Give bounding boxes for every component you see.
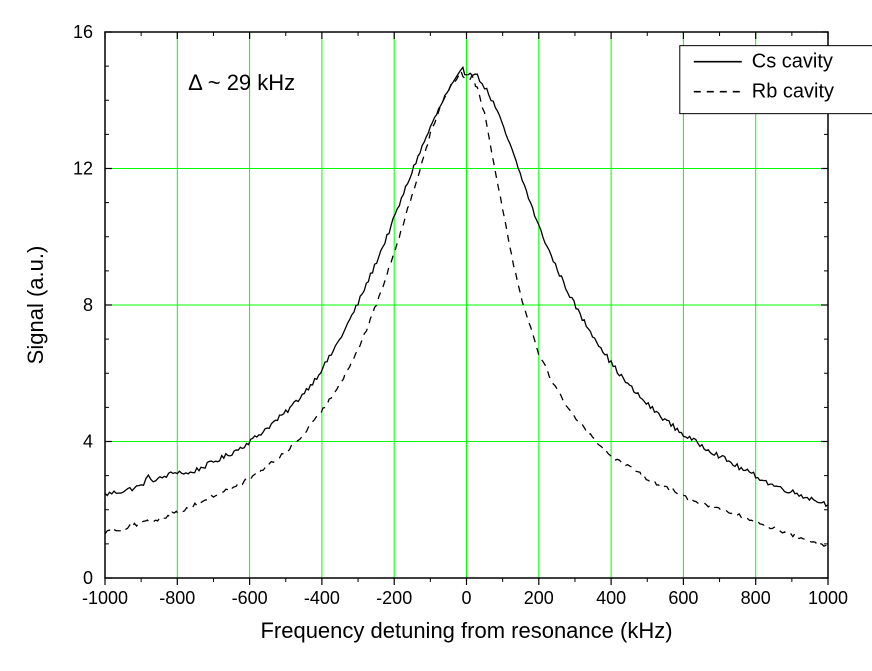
xtick-label: 200 <box>524 588 554 608</box>
xtick-label: 600 <box>668 588 698 608</box>
xtick-label: 0 <box>461 588 471 608</box>
ylabel: Signal (a.u.) <box>23 246 48 365</box>
xtick-label: -200 <box>376 588 412 608</box>
annotation-delta: Δ ~ 29 kHz <box>188 70 295 95</box>
ytick-label: 8 <box>83 295 93 315</box>
xtick-label: -800 <box>159 588 195 608</box>
ytick-label: 4 <box>83 432 93 452</box>
legend-label: Cs cavity <box>752 51 833 73</box>
chart-container: -1000 -800 -600 -400 -200 0 200 400 600 800 1000 0 4… <box>0 0 872 671</box>
ytick-label: 16 <box>73 22 93 42</box>
ytick-label: 0 <box>83 568 93 588</box>
xtick-label: -600 <box>232 588 268 608</box>
legend: Cs cavity Rb cavity <box>680 46 872 114</box>
xtick-label: 1000 <box>808 588 848 608</box>
xtick-label: 400 <box>596 588 626 608</box>
xlabel: Frequency detuning from resonance (kHz) <box>260 618 672 643</box>
xtick-label: 800 <box>741 588 771 608</box>
xtick-label: -400 <box>304 588 340 608</box>
chart-svg: -1000 -800 -600 -400 -200 0 200 400 600 800 1000 0 4… <box>0 0 872 671</box>
legend-label: Rb cavity <box>752 81 834 103</box>
xtick-label: -1000 <box>82 588 128 608</box>
ytick-label: 12 <box>73 159 93 179</box>
